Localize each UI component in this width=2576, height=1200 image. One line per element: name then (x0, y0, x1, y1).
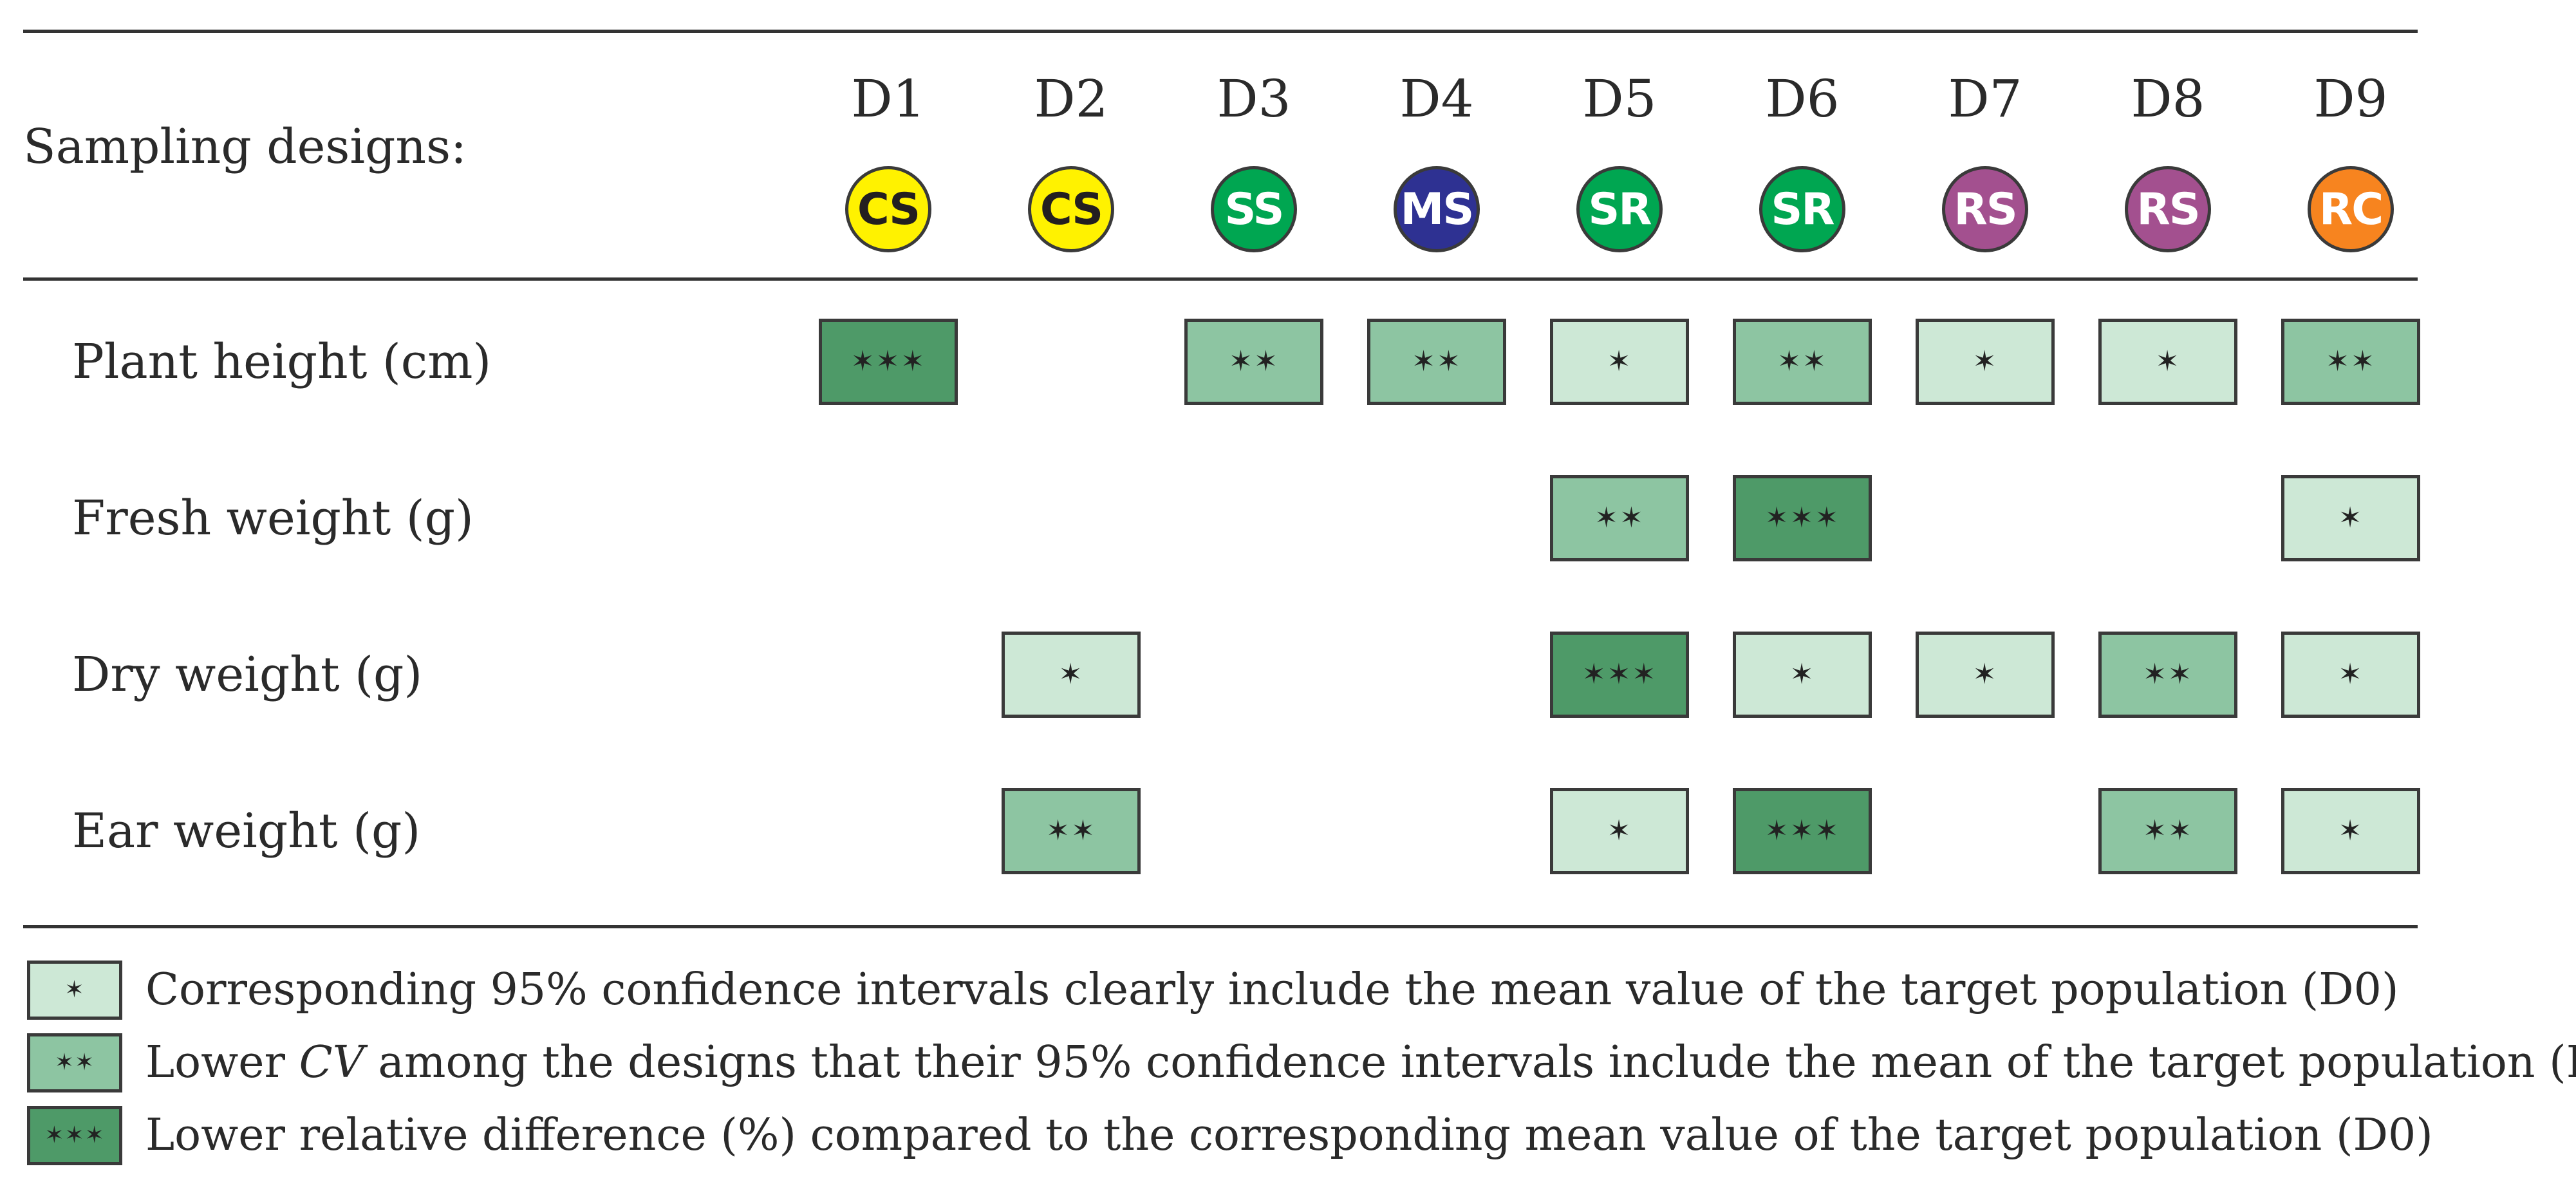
design-label-d9: D9 (2313, 69, 2388, 129)
design-badge-d1: CS (845, 166, 931, 252)
star-rating-icon: ✶✶✶ (1764, 814, 1840, 847)
bottom-rule (23, 925, 2418, 928)
result-cell-d8: ✶ (2098, 319, 2237, 405)
star-rating-icon: ✶ (2155, 345, 2181, 378)
row-label: Fresh weight (g) (72, 491, 474, 546)
result-cell-d2: ✶ (1002, 632, 1141, 718)
design-label-d1: D1 (851, 69, 926, 129)
design-badge-d2: CS (1028, 166, 1114, 252)
star-rating-icon: ✶ (1058, 658, 1084, 691)
star-rating-icon: ✶✶✶ (1764, 502, 1840, 534)
star-rating-icon: ✶ (1972, 658, 1998, 691)
star-rating-icon: ✶ (1972, 345, 1998, 378)
star-rating-icon: ✶ (2338, 658, 2364, 691)
design-badge-d7: RS (1942, 166, 2028, 252)
result-cell-d9: ✶ (2281, 632, 2420, 718)
sampling-designs-label: Sampling designs: (23, 119, 467, 174)
design-badge-d9: RC (2308, 166, 2394, 252)
result-cell-d5: ✶✶✶ (1550, 632, 1689, 718)
star-rating-icon: ✶✶✶ (850, 345, 926, 378)
star-rating-icon: ✶✶ (2143, 814, 2193, 847)
legend-swatch-level-1: ✶ (27, 961, 122, 1020)
star-rating-icon: ✶ (1607, 345, 1632, 378)
design-label-d8: D8 (2131, 69, 2205, 129)
legend-swatch-level-2: ✶✶ (27, 1033, 122, 1092)
top-rule (23, 30, 2418, 33)
result-cell-d8: ✶✶ (2098, 632, 2237, 718)
design-label-d4: D4 (1399, 69, 1474, 129)
star-rating-icon: ✶✶ (1412, 345, 1462, 378)
row-label: Plant height (cm) (72, 334, 492, 389)
design-label-d3: D3 (1217, 69, 1291, 129)
result-cell-d2: ✶✶ (1002, 788, 1141, 874)
design-badge-d4: MS (1394, 166, 1480, 252)
result-cell-d7: ✶ (1916, 632, 2055, 718)
star-rating-icon: ✶✶✶ (1582, 658, 1657, 691)
star-rating-icon: ✶ (1789, 658, 1815, 691)
result-cell-d8: ✶✶ (2098, 788, 2237, 874)
result-cell-d5: ✶✶ (1550, 475, 1689, 561)
star-rating-icon: ✶ (2338, 814, 2364, 847)
result-cell-d1: ✶✶✶ (819, 319, 958, 405)
result-cell-d3: ✶✶ (1184, 319, 1323, 405)
legend-text: Lower relative difference (%) compared t… (145, 1110, 2433, 1161)
result-cell-d6: ✶✶✶ (1733, 788, 1872, 874)
star-rating-icon: ✶✶ (2143, 658, 2193, 691)
star-rating-icon: ✶✶✶ (44, 1122, 105, 1148)
star-rating-icon: ✶✶ (54, 1049, 95, 1076)
header-rule (23, 277, 2418, 281)
result-cell-d6: ✶ (1733, 632, 1872, 718)
star-rating-icon: ✶✶ (1594, 502, 1645, 534)
star-rating-icon: ✶ (2338, 502, 2364, 534)
design-badge-d3: SS (1211, 166, 1297, 252)
star-rating-icon: ✶✶ (1229, 345, 1279, 378)
result-cell-d9: ✶ (2281, 788, 2420, 874)
design-label-d6: D6 (1765, 69, 1840, 129)
legend-text: Corresponding 95% confidence intervals c… (145, 964, 2399, 1015)
result-cell-d7: ✶ (1916, 319, 2055, 405)
result-cell-d5: ✶ (1550, 788, 1689, 874)
result-cell-d4: ✶✶ (1367, 319, 1506, 405)
design-badge-d5: SR (1576, 166, 1663, 252)
design-label-d5: D5 (1582, 69, 1657, 129)
star-rating-icon: ✶ (1607, 814, 1632, 847)
design-badge-d6: SR (1759, 166, 1845, 252)
star-rating-icon: ✶✶ (1777, 345, 1827, 378)
star-rating-icon: ✶✶ (2326, 345, 2376, 378)
result-cell-d5: ✶ (1550, 319, 1689, 405)
row-label: Dry weight (g) (72, 647, 423, 702)
result-cell-d9: ✶✶ (2281, 319, 2420, 405)
design-badge-d8: RS (2125, 166, 2211, 252)
legend-swatch-level-3: ✶✶✶ (27, 1106, 122, 1165)
result-cell-d9: ✶ (2281, 475, 2420, 561)
legend-text: Lower CV among the designs that their 95… (145, 1037, 2576, 1088)
result-cell-d6: ✶✶ (1733, 319, 1872, 405)
design-label-d2: D2 (1034, 69, 1108, 129)
result-cell-d6: ✶✶✶ (1733, 475, 1872, 561)
star-rating-icon: ✶ (64, 977, 85, 1003)
star-rating-icon: ✶✶ (1046, 814, 1096, 847)
row-label: Ear weight (g) (72, 803, 421, 859)
design-label-d7: D7 (1948, 69, 2022, 129)
